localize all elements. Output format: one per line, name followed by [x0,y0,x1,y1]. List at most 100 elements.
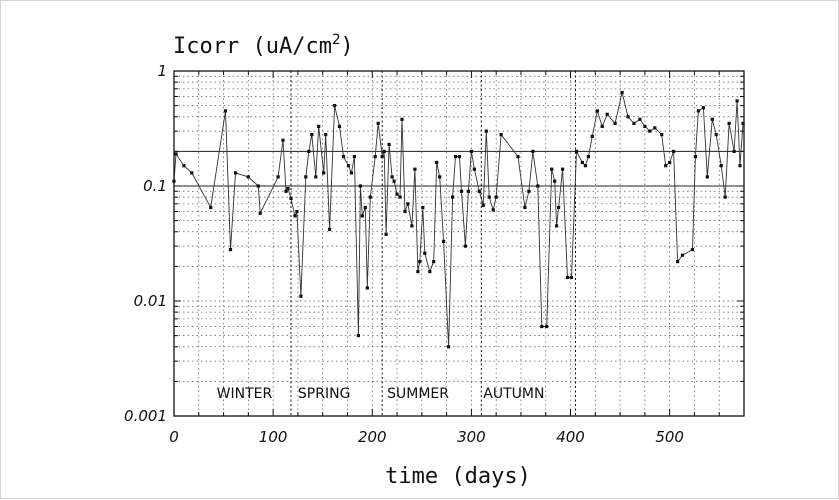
data-point [680,253,685,257]
data-point [523,205,527,210]
data-point [398,195,402,199]
y-tick-label: 1 [157,62,167,80]
x-tick-label: 400 [556,428,585,446]
data-point [406,202,410,206]
data-point [536,184,540,188]
data-point [451,195,455,199]
data-point [346,164,351,168]
data-point [363,205,367,210]
series [172,90,745,349]
data-point [413,167,417,171]
data-point [550,167,554,171]
data-point [365,286,369,290]
data-point [481,203,485,207]
data-point [561,167,565,171]
data-point [276,175,280,179]
data-point [705,175,709,179]
data-point [620,90,624,95]
data-point [382,149,386,153]
data-point [741,121,745,125]
data-point [466,189,470,193]
data-point [600,124,604,128]
x-tick-label: 300 [457,428,486,446]
data-point [333,104,337,108]
data-point [246,175,250,179]
data-point [356,334,360,338]
data-point [384,232,388,236]
data-point [660,133,664,137]
data-point [418,260,422,264]
data-point [286,187,290,191]
chart-title: Icorr (uA/cm2) [173,32,354,59]
data-point [735,99,739,103]
data-point [540,324,544,329]
data-point [643,124,647,128]
data-point [341,155,346,159]
data-point [299,294,303,298]
data-point [209,205,213,210]
data-point [223,109,228,113]
data-point [459,189,464,193]
data-point [605,112,609,116]
x-tick-label: 500 [655,428,684,446]
data-point [672,149,676,153]
data-point [392,179,396,183]
data-point [664,164,668,168]
data-point [531,149,535,153]
chart-title-text: Icorr (uA/cm [173,34,332,59]
data-point [390,175,394,179]
data-point [400,117,404,121]
data-point [494,195,498,199]
data-point [307,149,311,153]
data-point [738,164,742,168]
data-point [328,227,332,231]
y-tick-label: 0.001 [124,407,167,425]
grid [174,71,744,416]
data-point [304,175,308,179]
data-point [395,192,399,196]
data-point [499,133,503,137]
data-point [438,175,442,179]
data-point [442,239,446,243]
data-point [648,129,652,133]
data-point [693,155,697,159]
tick-labels: 0 100 200 300 400 500 0.001 0.01 0.1 1 [124,62,684,446]
data-point [352,155,356,159]
data-point [484,129,488,133]
data-point [472,167,476,171]
data-point [380,155,384,159]
y-tick-label: 0.1 [143,177,167,195]
data-point [289,196,293,200]
data-point [553,179,557,183]
data-point [469,149,473,153]
data-point [727,121,731,125]
plot-area-border [173,70,745,417]
data-point [293,214,297,218]
data-point [626,115,630,119]
season-label: SPRING [298,386,351,402]
data-point [447,345,451,349]
data-point [463,244,467,248]
data-point [322,171,326,175]
data-point [423,251,427,255]
season-label: AUTUMN [483,386,544,402]
data-point [632,121,636,125]
data-point [281,138,285,142]
data-point [668,160,672,165]
data-point [435,160,439,165]
data-point [376,121,380,125]
y-tick-label: 0.01 [134,292,167,310]
chart-title-close: ) [340,34,353,59]
season-dividers [290,71,576,416]
data-point [416,270,420,274]
data-point [182,164,186,168]
data-point [676,260,680,264]
data-point [310,133,314,137]
data-point [719,164,723,168]
data-point [569,275,574,280]
data-point [590,134,594,138]
season-label: WINTER [217,386,273,402]
data-point [457,155,462,159]
data-point [696,109,700,113]
